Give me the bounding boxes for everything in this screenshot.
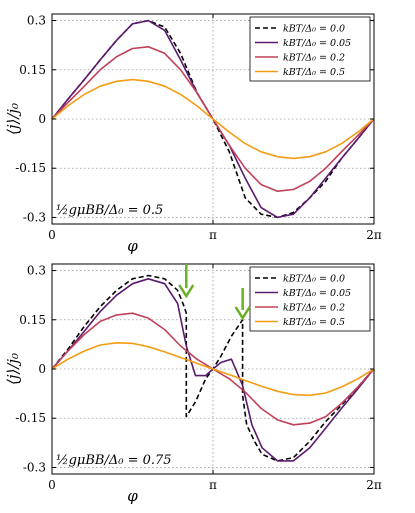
y-axis-label: ⟨j⟩/j₀ <box>4 353 22 385</box>
series-line-4 <box>52 341 374 397</box>
legend-label-2: kBT/Δ₀ = 0.05 <box>283 38 351 49</box>
legend-label-1: kBT/Δ₀ = 0.0 <box>283 24 345 35</box>
y-tick-label: 0.15 <box>19 313 46 327</box>
y-tick-label: -0.15 <box>15 161 46 175</box>
legend: kBT/Δ₀ = 0.0 kBT/Δ₀ = 0.05 kBT/Δ₀ = 0.2 kBT… <box>249 266 371 332</box>
y-tick-label: 0.3 <box>27 264 46 278</box>
y-tick-label: -0.3 <box>23 460 46 474</box>
legend-label-3: kBT/Δ₀ = 0.2 <box>283 303 345 314</box>
legend: kBT/Δ₀ = 0.0 kBT/Δ₀ = 0.05 kBT/Δ₀ = 0.2 kBT… <box>249 16 371 82</box>
x-tick-label: 2π <box>366 478 382 492</box>
field-annotation: ½gμBB/Δ₀ = 0.5 <box>56 203 163 218</box>
y-tick-label: 0 <box>38 112 46 126</box>
legend-label-1: kBT/Δ₀ = 0.0 <box>283 274 345 285</box>
x-tick-label: 0 <box>48 228 56 242</box>
y-tick-label: -0.15 <box>15 411 46 425</box>
x-axis-label: φ <box>127 237 138 255</box>
arrow-marker-1 <box>178 264 195 299</box>
x-axis-label: φ <box>127 487 138 505</box>
y-tick-label: 0 <box>38 362 46 376</box>
y-axis-label: ⟨j⟩/j₀ <box>4 103 22 135</box>
y-tick-label: 0.3 <box>27 14 46 28</box>
field-annotation: ½gμBB/Δ₀ = 0.75 <box>56 453 172 468</box>
x-tick-label: 0 <box>48 478 56 492</box>
legend-box <box>249 266 371 332</box>
x-tick-label: 2π <box>366 228 382 242</box>
series-group <box>52 274 374 462</box>
x-tick-label: π <box>209 478 217 492</box>
legend-label-2: kBT/Δ₀ = 0.05 <box>283 288 351 299</box>
y-tick-label: 0.15 <box>19 63 46 77</box>
series-line-4 <box>52 78 374 160</box>
legend-label-3: kBT/Δ₀ = 0.2 <box>283 53 345 64</box>
panel-1: 0.30.150-0.15-0.30 π 2πφ⟨j⟩/j₀½gμBB/Δ₀ = 0… <box>4 13 382 255</box>
legend-label-4: kBT/Δ₀ = 0.5 <box>283 67 345 78</box>
panel-2: 0.30.150-0.15-0.30 π 2πφ⟨j⟩/j₀½gμBB/Δ₀ = 0… <box>4 263 382 505</box>
arrow-marker-2 <box>234 288 251 321</box>
legend-box <box>249 16 371 82</box>
series-group <box>52 19 374 219</box>
legend-label-4: kBT/Δ₀ = 0.5 <box>283 317 345 328</box>
y-tick-label: -0.3 <box>23 210 46 224</box>
x-tick-label: π <box>209 228 217 242</box>
